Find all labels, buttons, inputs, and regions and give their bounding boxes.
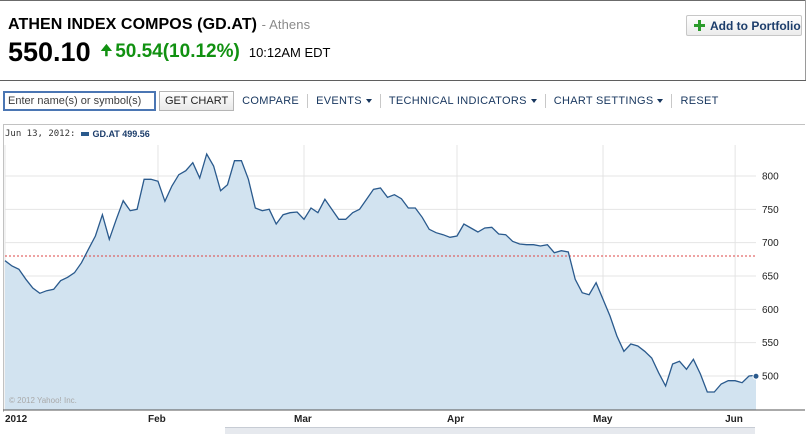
y-tick-label: 500 (762, 372, 779, 383)
price-row: 550.10 🠉 50.54(10.12%) 10:12AM EDT (8, 36, 331, 68)
caret-down-icon (657, 99, 664, 103)
copyright-text: © 2012 Yahoo! Inc. (9, 396, 77, 405)
chart-settings-label: CHART SETTINGS (553, 95, 654, 107)
legend-date: Jun 13, 2012: (5, 129, 76, 139)
add-to-portfolio-button[interactable]: Add to Portfolio (686, 15, 802, 36)
reset-label: RESET (680, 95, 719, 107)
x-tick-label: Apr (447, 414, 464, 425)
caret-down-icon (530, 99, 537, 103)
caret-down-icon (365, 99, 372, 103)
quote-title: ATHEN INDEX COMPOS (GD.AT) - Athens (8, 16, 310, 34)
quote-time: 10:12AM EDT (248, 44, 331, 60)
y-tick-label: 600 (762, 305, 779, 316)
y-tick-label: 750 (762, 205, 779, 216)
chart-frame (3, 124, 805, 412)
compare-button[interactable]: COMPARE (234, 94, 307, 108)
x-tick-label: Feb (148, 414, 166, 425)
symbol-search-input[interactable] (3, 91, 156, 111)
last-point-marker (752, 372, 760, 380)
add-to-portfolio-label: Add to Portfolio (710, 18, 801, 33)
legend-swatch (81, 132, 90, 136)
up-arrow-icon: 🠉 (100, 42, 113, 58)
y-tick-label: 700 (762, 238, 779, 249)
x-tick-label: May (593, 414, 613, 425)
last-price: 550.10 (8, 37, 91, 67)
events-menu[interactable]: EVENTS (307, 94, 380, 108)
technical-indicators-label: TECHNICAL INDICATORS (388, 95, 527, 107)
range-selector-strip[interactable] (225, 427, 755, 434)
x-tick-label: Mar (294, 414, 312, 425)
y-tick-label: 800 (762, 172, 779, 183)
y-tick-label: 550 (762, 338, 779, 349)
x-tick-label: Jun (725, 414, 743, 425)
exchange-label: - Athens (261, 17, 311, 32)
plus-icon (694, 20, 705, 31)
x-tick-label: 2012 (5, 414, 28, 425)
price-line (4, 152, 757, 393)
compare-label: COMPARE (242, 95, 300, 107)
chart-toolbar: GET CHART COMPARE EVENTS TECHNICAL INDIC… (3, 91, 727, 111)
price-area (5, 154, 756, 410)
price-change: 🠉 50.54(10.12%) (101, 40, 240, 64)
reset-button[interactable]: RESET (671, 94, 726, 108)
header-divider (0, 80, 806, 81)
technical-indicators-menu[interactable]: TECHNICAL INDICATORS (379, 94, 545, 108)
chart-legend: Jun 13, 2012: GD.AT 499.56 (5, 129, 150, 139)
events-label: EVENTS (316, 95, 362, 107)
change-value: 50.54(10.12%) (115, 41, 240, 62)
top-border (0, 0, 806, 1)
legend-series: GD.AT 499.56 (92, 129, 150, 139)
get-chart-button[interactable]: GET CHART (159, 91, 235, 111)
y-tick-label: 650 (762, 272, 779, 283)
chart-settings-menu[interactable]: CHART SETTINGS (544, 94, 672, 108)
symbol-name: ATHEN INDEX COMPOS (GD.AT) (8, 16, 258, 33)
